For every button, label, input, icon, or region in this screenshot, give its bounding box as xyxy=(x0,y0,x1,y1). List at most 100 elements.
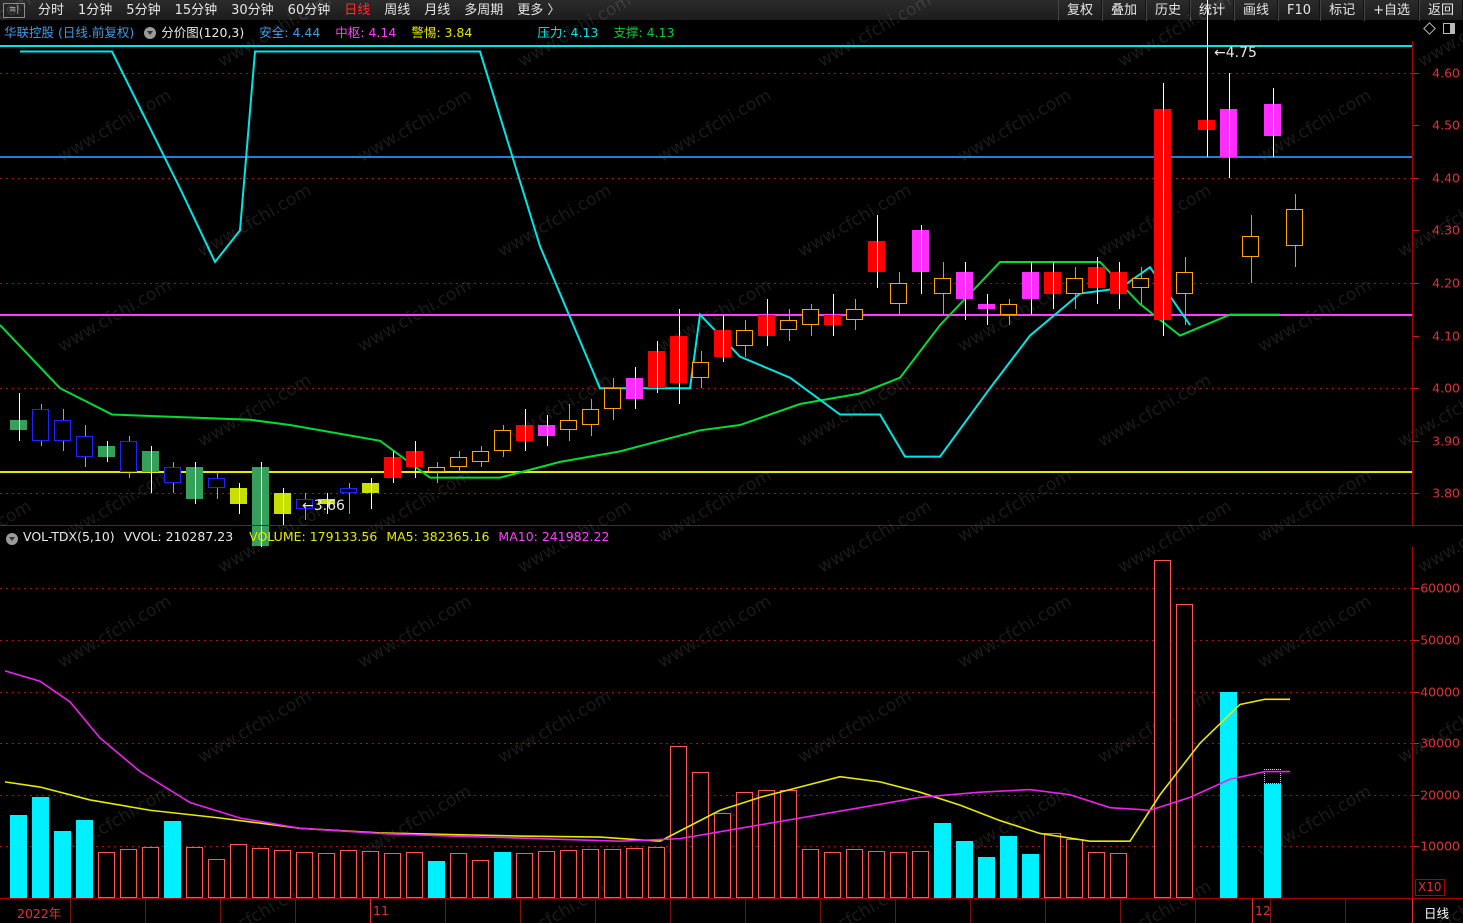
chevron-down-icon[interactable] xyxy=(6,532,18,545)
price-chart-panel[interactable]: www.cfchi.com www.cfchi.com www.cfchi.com w… xyxy=(0,0,1463,568)
volume-bar[interactable] xyxy=(538,850,555,898)
period-tab-9[interactable]: 多周期 xyxy=(464,2,504,18)
period-tab-5[interactable]: 60分钟 xyxy=(287,2,331,18)
volume-bar[interactable] xyxy=(494,852,511,898)
volume-bar[interactable] xyxy=(890,851,907,898)
candle-body[interactable] xyxy=(296,498,313,510)
candle-body[interactable] xyxy=(76,435,93,457)
toolbar-button-2[interactable]: 历史 xyxy=(1145,0,1190,21)
period-tab-6[interactable]: 日线 xyxy=(344,2,371,18)
volume-bar[interactable] xyxy=(1022,854,1039,898)
candle-body[interactable] xyxy=(1176,272,1193,294)
volume-bar[interactable] xyxy=(1110,853,1127,898)
volume-bar[interactable] xyxy=(428,860,445,898)
candle-body[interactable] xyxy=(340,488,357,494)
candle-body[interactable] xyxy=(450,456,467,468)
candle-body[interactable] xyxy=(846,309,863,320)
toolbar-button-0[interactable]: 复权 xyxy=(1057,0,1102,21)
toolbar-button-3[interactable]: 统计 xyxy=(1190,0,1235,21)
volume-bar[interactable] xyxy=(626,848,643,898)
candle-body[interactable] xyxy=(560,419,577,431)
period-tab-10[interactable]: 更多 〉 xyxy=(517,2,561,18)
toolbar-button-7[interactable]: +自选 xyxy=(1364,0,1419,21)
stock-title[interactable]: 华联控股 (日线.前复权) xyxy=(4,24,135,40)
toolbar-button-1[interactable]: 叠加 xyxy=(1101,0,1146,21)
volume-bar[interactable] xyxy=(274,849,291,898)
volume-bar[interactable] xyxy=(714,812,731,898)
volume-bar[interactable] xyxy=(230,843,247,898)
volume-bar[interactable] xyxy=(384,852,401,898)
volume-bar[interactable] xyxy=(582,848,599,898)
volume-bar[interactable] xyxy=(296,851,313,898)
volume-bar[interactable] xyxy=(142,847,159,898)
period-tab-0[interactable]: 分时 xyxy=(38,2,65,18)
toolbar-button-4[interactable]: 画线 xyxy=(1234,0,1279,21)
volume-bar[interactable] xyxy=(956,841,973,898)
volume-bar[interactable] xyxy=(846,848,863,898)
volume-bar[interactable] xyxy=(670,745,687,898)
candle-body[interactable] xyxy=(428,467,445,473)
volume-bar[interactable] xyxy=(164,820,181,898)
volume-chart-panel[interactable]: www.cfchi.com www.cfchi.com www.cfchi.com w… xyxy=(0,496,1463,923)
volume-bar[interactable] xyxy=(120,848,137,898)
volume-bar[interactable] xyxy=(868,850,885,898)
restore-window-icon[interactable] xyxy=(1443,23,1455,34)
candle-body[interactable] xyxy=(1242,235,1259,257)
volume-bar[interactable] xyxy=(406,851,423,898)
volume-bar[interactable] xyxy=(604,849,621,898)
volume-bar[interactable] xyxy=(516,852,533,898)
volume-bar[interactable] xyxy=(934,823,951,898)
candle-body[interactable] xyxy=(1286,209,1303,247)
candle-body[interactable] xyxy=(582,409,599,426)
volume-bar[interactable] xyxy=(978,856,995,898)
candle-body[interactable] xyxy=(472,451,489,462)
candle-body[interactable] xyxy=(1132,277,1149,289)
menu-icon[interactable]: ≡| xyxy=(3,2,25,18)
volume-bar[interactable] xyxy=(208,859,225,898)
volume-bar[interactable] xyxy=(32,797,49,898)
volume-bar[interactable] xyxy=(472,859,489,898)
volume-bar[interactable] xyxy=(76,819,93,898)
volume-bar[interactable] xyxy=(1264,784,1281,898)
diamond-icon[interactable] xyxy=(1423,22,1436,35)
period-tab-7[interactable]: 周线 xyxy=(384,2,411,18)
volume-bar[interactable] xyxy=(362,850,379,898)
candle-body[interactable] xyxy=(890,283,907,305)
period-tab-1[interactable]: 1分钟 xyxy=(78,2,113,18)
candle-body[interactable] xyxy=(164,467,181,483)
toolbar-button-5[interactable]: F10 xyxy=(1278,0,1321,21)
toolbar-button-8[interactable]: 返回 xyxy=(1418,0,1463,21)
volume-plot-area[interactable]: www.cfchi.com www.cfchi.com www.cfchi.com w… xyxy=(0,496,1463,923)
volume-bar[interactable] xyxy=(1220,691,1237,898)
volume-bar[interactable] xyxy=(1088,851,1105,898)
volume-bar[interactable] xyxy=(824,851,841,898)
volume-indicator-name[interactable]: VOL-TDX(5,10) xyxy=(23,529,115,544)
volume-bar[interactable] xyxy=(450,853,467,898)
volume-bar[interactable] xyxy=(186,847,203,898)
price-plot-area[interactable]: www.cfchi.com www.cfchi.com www.cfchi.com w… xyxy=(0,0,1463,568)
period-tab-8[interactable]: 月线 xyxy=(424,2,451,18)
candle-body[interactable] xyxy=(736,330,753,347)
volume-bar[interactable] xyxy=(912,851,929,898)
volume-bar[interactable] xyxy=(736,792,753,898)
candle-body[interactable] xyxy=(208,477,225,489)
candle-body[interactable] xyxy=(32,409,49,441)
volume-bar[interactable] xyxy=(758,789,775,898)
volume-bar[interactable] xyxy=(802,848,819,898)
volume-bar[interactable] xyxy=(340,849,357,898)
candle-body[interactable] xyxy=(120,440,137,473)
chevron-down-icon[interactable] xyxy=(144,27,157,39)
period-tab-3[interactable]: 15分钟 xyxy=(174,2,218,18)
volume-bar[interactable] xyxy=(252,847,269,898)
candle-body[interactable] xyxy=(692,361,709,378)
cycle-label[interactable]: 日线 xyxy=(1424,906,1450,921)
volume-bar[interactable] xyxy=(10,815,27,898)
period-tab-4[interactable]: 30分钟 xyxy=(231,2,274,18)
volume-bar[interactable] xyxy=(98,851,115,898)
volume-bar[interactable] xyxy=(560,849,577,898)
period-tab-2[interactable]: 5分钟 xyxy=(126,2,161,18)
indicator-name[interactable]: 分价图(120,3) xyxy=(161,24,245,40)
candle-body[interactable] xyxy=(934,277,951,294)
candle-body[interactable] xyxy=(780,319,797,331)
volume-bar[interactable] xyxy=(648,847,665,898)
